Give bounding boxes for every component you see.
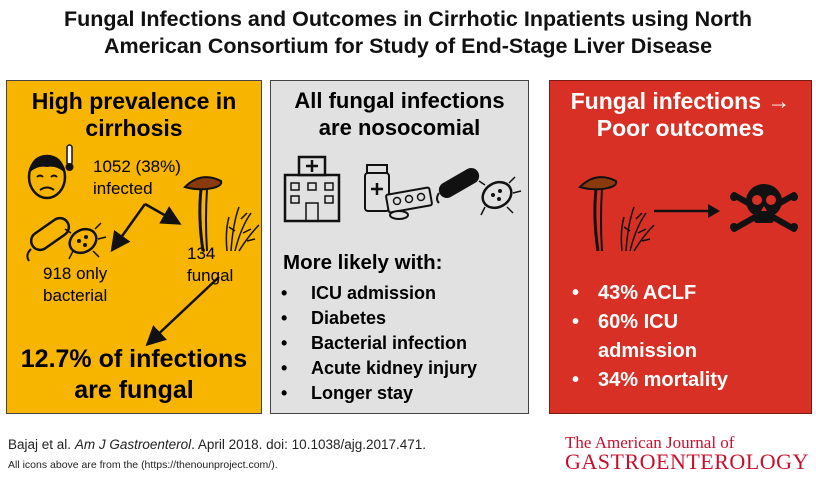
journal-name: Am J Gastroenterol [74, 437, 192, 452]
fungus-icon [183, 176, 260, 252]
hospital-icon [283, 155, 341, 223]
prevalence-heading-line-1: High prevalence in [31, 88, 237, 114]
list-item: • 43% ACLF [572, 282, 697, 304]
infographic-title: Fungal Infections and Outcomes in Cirrho… [0, 6, 816, 60]
outcomes-list: • 43% ACLF • 60% ICU admission • 34% mortal… [572, 279, 728, 395]
citation: Bajaj et al. Am J Gastroenterol. April 2… [8, 437, 427, 452]
list-item: • Acute kidney injury [281, 358, 478, 378]
list-item: • ICU admission [281, 283, 437, 303]
fungal-share-line-1: 12.7% of infections [20, 345, 248, 373]
bacteria-icon [26, 216, 107, 262]
nosocomial-heading-line-2: are nosocomial [318, 115, 481, 140]
split-arrows [110, 202, 220, 347]
list-item: • Longer stay [281, 383, 414, 403]
title-line-1: Fungal Infections and Outcomes in Cirrho… [63, 7, 753, 31]
arrow-right-icon [654, 204, 720, 218]
infected-label: infected [93, 179, 153, 198]
list-item: • Diabetes [281, 308, 387, 328]
icons-credit: All icons above are from the (https://th… [8, 459, 278, 471]
nosocomial-heading-line-1: All fungal infections [294, 88, 505, 113]
outcomes-panel: Fungal infections → Poor outcomes • 43% A… [549, 80, 812, 414]
nosocomial-panel: All fungal infections are nosocomial Mor… [270, 80, 529, 414]
skull-crossbones-icon [730, 184, 798, 232]
microbes-icon [436, 167, 522, 216]
prevalence-panel: High prevalence in cirrhosis 1052 (38%) … [6, 80, 262, 414]
infected-count: 1052 (38%) [93, 157, 181, 176]
outcomes-heading-line-1: Fungal infections → [570, 88, 791, 114]
fungal-label: fungal [187, 266, 234, 285]
outcomes-heading-line-2: Poor outcomes [596, 115, 765, 141]
prevalence-heading-line-2: cirrhosis [85, 115, 183, 141]
risk-factors-list: • ICU admission • Diabetes • Bacterial infe… [281, 281, 477, 406]
risk-factors-heading: More likely with: [283, 251, 443, 274]
title-line-2: American Consortium for Study of End-Sta… [103, 34, 713, 58]
list-item: • 34% mortality [572, 369, 729, 391]
fungus-icon [578, 176, 655, 252]
list-item: admission [598, 340, 697, 362]
list-item: • Bacterial infection [281, 333, 468, 353]
fungal-count: 134 [187, 244, 216, 263]
bacterial-count: 918 only [43, 264, 108, 283]
journal-logo-line-2: GASTROENTEROLOGY [565, 449, 809, 474]
sick-face-icon [27, 144, 74, 200]
fungal-share-line-2: are fungal [74, 376, 194, 404]
journal-logo-line-1: The American Journal of [565, 433, 735, 452]
list-item: • 60% ICU [572, 311, 679, 333]
bacterial-label: bacterial [43, 286, 108, 305]
pills-icon [364, 164, 433, 220]
